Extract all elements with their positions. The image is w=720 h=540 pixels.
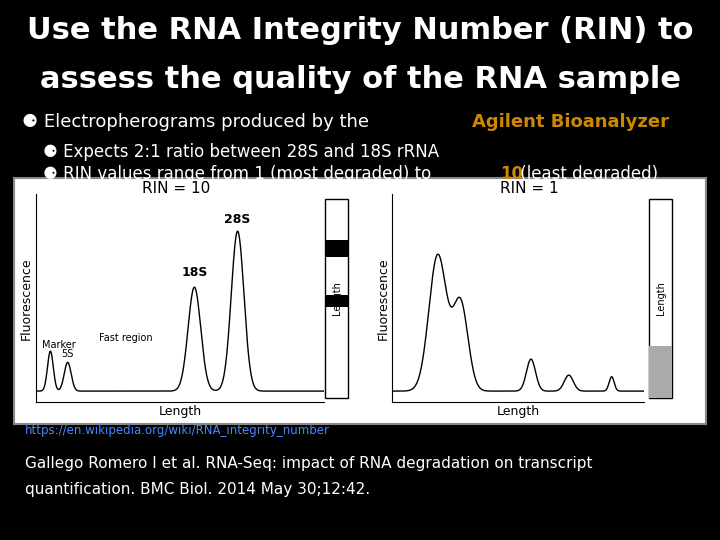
FancyBboxPatch shape [649, 346, 672, 398]
Text: 18S: 18S [181, 266, 207, 279]
Text: Use the RNA Integrity Number (RIN) to: Use the RNA Integrity Number (RIN) to [27, 16, 693, 45]
Text: ⚈ Expects 2:1 ratio between 28S and 18S rRNA: ⚈ Expects 2:1 ratio between 28S and 18S … [43, 143, 439, 161]
Text: 5S: 5S [61, 349, 74, 359]
Text: Agilent Bioanalyzer: Agilent Bioanalyzer [472, 113, 669, 131]
Text: Length: Length [656, 281, 665, 315]
Text: Gallego Romero I et al. RNA-Seq: impact of RNA degradation on transcript: Gallego Romero I et al. RNA-Seq: impact … [25, 456, 593, 471]
Text: https://en.wikipedia.org/wiki/RNA_integrity_number: https://en.wikipedia.org/wiki/RNA_integr… [25, 424, 330, 437]
Text: assess the quality of the RNA sample: assess the quality of the RNA sample [40, 65, 680, 94]
Text: ⚈ Electropherograms produced by the: ⚈ Electropherograms produced by the [22, 113, 374, 131]
FancyBboxPatch shape [325, 199, 348, 398]
FancyBboxPatch shape [325, 295, 348, 307]
Text: RIN = 10: RIN = 10 [143, 181, 210, 196]
Y-axis label: Fluorescence: Fluorescence [377, 257, 390, 340]
Text: 28S: 28S [225, 213, 251, 226]
X-axis label: Length: Length [497, 405, 540, 418]
Text: Length: Length [332, 281, 341, 315]
FancyBboxPatch shape [649, 199, 672, 398]
Text: ⚈ RIN values range from 1 (most degraded) to: ⚈ RIN values range from 1 (most degraded… [43, 165, 437, 183]
FancyBboxPatch shape [14, 178, 706, 424]
FancyBboxPatch shape [325, 240, 348, 256]
Text: 10: 10 [500, 165, 523, 183]
Text: Marker: Marker [42, 340, 76, 349]
Text: quantification. BMC Biol. 2014 May 30;12:42.: quantification. BMC Biol. 2014 May 30;12… [25, 482, 370, 497]
X-axis label: Length: Length [158, 405, 202, 418]
Text: RIN = 1: RIN = 1 [500, 181, 559, 196]
Text: (least degraded): (least degraded) [515, 165, 658, 183]
Y-axis label: Fluorescence: Fluorescence [20, 257, 33, 340]
Text: Fast region: Fast region [99, 333, 153, 343]
